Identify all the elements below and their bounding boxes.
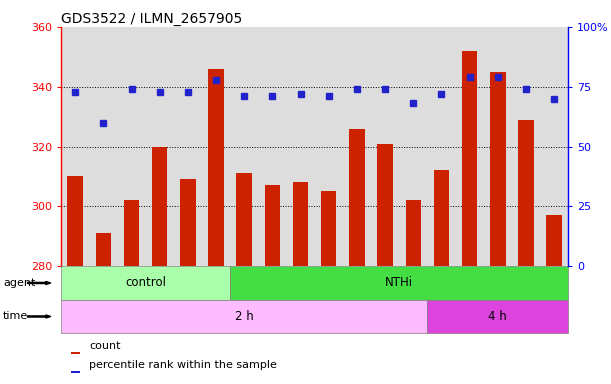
Bar [349,129,365,266]
Text: 2 h: 2 h [235,310,254,323]
Bar [546,215,562,266]
Text: 4 h: 4 h [488,310,507,323]
Bar [490,72,505,266]
Text: percentile rank within the sample: percentile rank within the sample [89,360,277,370]
Bar [293,182,309,266]
Bar [61,300,427,333]
Bar [378,144,393,266]
Bar [230,266,568,300]
Bar [208,69,224,266]
Text: control: control [125,276,166,290]
Text: count: count [89,341,120,351]
Bar [265,185,280,266]
Text: agent: agent [3,278,35,288]
Text: time: time [3,311,28,321]
Bar [406,200,421,266]
Bar [434,170,449,266]
Bar [152,147,167,266]
Text: GDS3522 / ILMN_2657905: GDS3522 / ILMN_2657905 [61,12,243,26]
Bar [518,120,534,266]
Bar [427,300,568,333]
Bar [462,51,477,266]
Bar [71,371,81,373]
Bar [67,177,83,266]
Bar [71,352,81,354]
Bar [124,200,139,266]
Text: NTHi: NTHi [385,276,413,290]
Bar [321,192,337,266]
Bar [95,233,111,266]
Bar [61,266,230,300]
Bar [236,174,252,266]
Bar [180,179,196,266]
